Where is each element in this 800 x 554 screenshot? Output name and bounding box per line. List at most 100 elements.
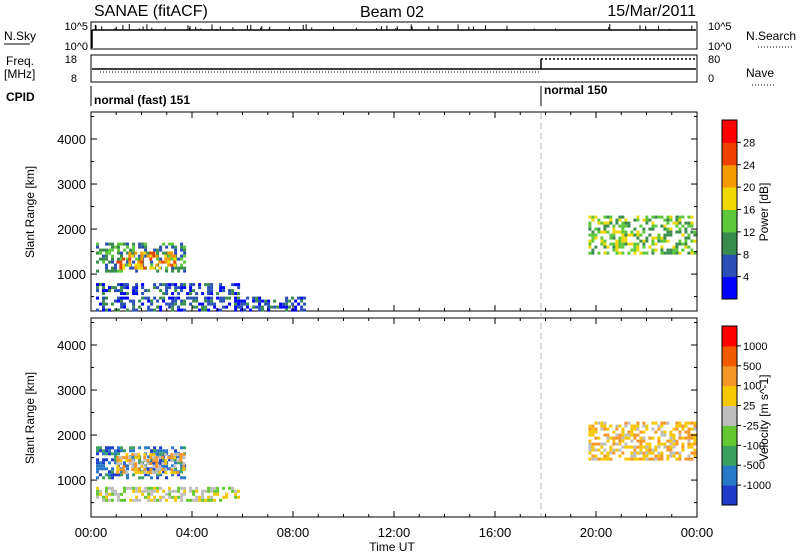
power-cell <box>137 266 141 270</box>
power-cell <box>102 289 105 293</box>
velocity-cell <box>150 449 154 453</box>
velocity-cell <box>183 492 187 496</box>
velocity-cell <box>588 448 592 452</box>
power-cell <box>173 257 177 261</box>
velocity-cell <box>158 468 162 472</box>
power-cell <box>165 286 169 290</box>
velocity-cell <box>162 489 166 493</box>
power-cell <box>591 215 595 219</box>
velocity-cell <box>105 486 108 490</box>
power-cell <box>105 289 108 293</box>
power-cell <box>600 221 604 225</box>
power-cell <box>102 302 105 306</box>
velocity-cell <box>180 470 184 474</box>
velocity-cell <box>138 498 142 502</box>
velocity-cell <box>119 468 123 472</box>
power-cell <box>594 227 598 231</box>
power-cell <box>164 260 168 264</box>
velocity-cell <box>234 489 238 493</box>
velocity-cell <box>600 427 604 431</box>
power-cell <box>651 224 655 228</box>
power-cell <box>615 248 619 252</box>
power-cell <box>204 305 208 309</box>
power-cell <box>134 251 138 255</box>
velocity-cell <box>606 439 610 443</box>
power-cell <box>96 289 99 293</box>
velocity-cell <box>594 457 598 461</box>
power-cell <box>102 286 105 290</box>
power-cell <box>114 289 117 293</box>
velocity-cell <box>156 486 160 490</box>
velocity-cell <box>134 462 138 466</box>
power-cell <box>143 266 147 270</box>
velocity-cell <box>624 424 628 428</box>
velocity-cell <box>180 476 184 480</box>
velocity-cell <box>171 495 175 499</box>
velocity-cell <box>153 467 157 471</box>
power-cell <box>135 286 139 290</box>
power-cell <box>612 248 616 252</box>
velocity-cell <box>170 471 174 475</box>
power-cell <box>663 224 667 228</box>
power-cell <box>177 296 181 300</box>
velocity-cell <box>99 489 102 493</box>
power-cell <box>155 254 159 258</box>
velocity-cell <box>666 457 670 461</box>
velocity-cell <box>156 473 160 477</box>
velocity-colorbar-segment <box>722 365 737 387</box>
power-cell <box>162 296 166 300</box>
velocity-cell <box>693 448 697 452</box>
velocity-cell <box>633 454 637 458</box>
power-cell <box>255 299 259 303</box>
power-cell <box>636 230 640 234</box>
velocity-cell <box>636 433 640 437</box>
velocity-cell <box>156 489 160 493</box>
power-cell <box>624 218 628 222</box>
power-cell <box>111 260 114 264</box>
velocity-cell <box>99 492 102 496</box>
velocity-cell <box>105 458 108 462</box>
velocity-cell <box>603 433 607 437</box>
velocity-cell <box>657 436 661 440</box>
power-cell <box>126 283 129 287</box>
velocity-cell <box>108 452 111 456</box>
power-cell <box>129 248 133 252</box>
power-cell <box>606 215 610 219</box>
power-cell <box>198 308 202 312</box>
power-cell <box>222 286 226 290</box>
power-cell <box>150 302 154 306</box>
power-cell <box>141 245 145 249</box>
power-cell <box>588 227 592 231</box>
velocity-cell <box>180 495 184 499</box>
velocity-cell <box>111 498 114 502</box>
power-cell <box>120 289 123 293</box>
power-cell <box>621 215 625 219</box>
power-cell <box>120 254 123 258</box>
power-cell <box>102 308 105 312</box>
velocity-cell <box>165 492 169 496</box>
velocity-cell <box>666 445 670 449</box>
power-cell <box>228 302 232 306</box>
power-cell <box>666 218 670 222</box>
velocity-cell <box>176 453 180 457</box>
power-cell <box>210 286 214 290</box>
velocity-cell <box>612 430 616 434</box>
power-cell <box>120 283 123 287</box>
power-colorbar-segment <box>722 142 737 166</box>
power-cell <box>249 308 253 312</box>
power-cell <box>165 251 169 255</box>
power-cell <box>624 221 628 225</box>
power-cell <box>132 308 136 312</box>
freq-label: Freq. <box>6 54 34 68</box>
power-cell <box>603 245 607 249</box>
power-cell <box>165 289 169 293</box>
velocity-cell <box>588 424 592 428</box>
power-cell <box>180 266 184 270</box>
velocity-cell <box>615 436 619 440</box>
power-cell <box>645 218 649 222</box>
velocity-cell <box>666 448 670 452</box>
velocity-cell <box>687 427 691 431</box>
power-cell <box>120 242 123 246</box>
velocity-cell <box>687 442 691 446</box>
velocity-cell <box>210 489 214 493</box>
